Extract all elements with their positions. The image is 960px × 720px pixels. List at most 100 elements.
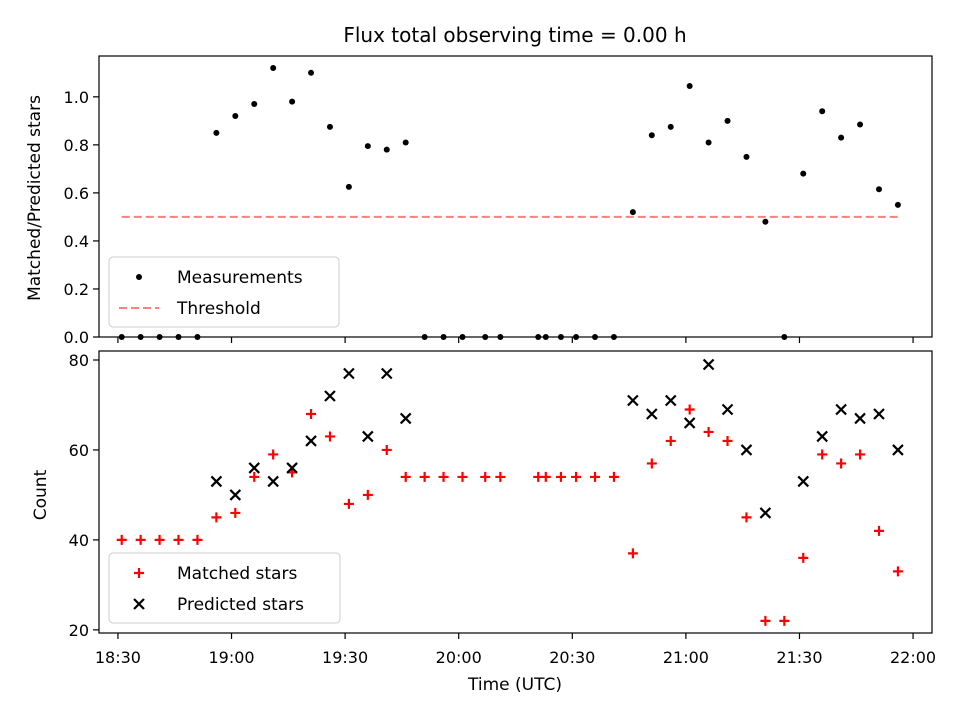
legend-swatch [136, 274, 142, 280]
data-point [855, 449, 866, 460]
data-point [364, 143, 371, 150]
data-point [741, 512, 752, 523]
data-point [156, 334, 163, 340]
data-point [248, 462, 261, 474]
y-tick-label: 0.8 [64, 136, 89, 155]
x-axis-label: Time (UTC) [467, 675, 562, 695]
legend: Matched stars Predicted stars [108, 552, 341, 624]
data-point [495, 471, 506, 482]
data-point [854, 412, 866, 425]
data-point [875, 186, 882, 193]
data-point [249, 471, 260, 482]
data-point [892, 566, 903, 577]
data-point [724, 117, 731, 124]
y-tick-label: 1.0 [64, 88, 89, 107]
x-tick-label: 22:00 [890, 648, 936, 667]
bottom-y-axis-label: Count [31, 469, 51, 520]
data-point [646, 408, 658, 420]
data-point [308, 69, 315, 76]
data-point [542, 334, 549, 340]
data-point [571, 471, 582, 482]
data-point [836, 458, 847, 469]
data-point [211, 512, 222, 523]
data-point [540, 471, 551, 482]
data-point [873, 408, 885, 420]
data-point [440, 334, 447, 340]
data-point [175, 334, 182, 340]
data-point [800, 170, 807, 177]
y-tick-label: 0.2 [64, 280, 89, 299]
y-tick-label: 0.0 [64, 328, 89, 347]
data-point [686, 83, 693, 90]
data-point [608, 471, 619, 482]
data-point [762, 218, 769, 225]
data-point [480, 471, 491, 482]
data-point [173, 534, 184, 545]
data-point [116, 534, 127, 545]
y-tick-label: 20 [69, 621, 89, 640]
legend-box [108, 256, 340, 328]
data-point [229, 489, 242, 501]
data-point [232, 113, 239, 120]
data-point [482, 334, 489, 340]
data-point [648, 132, 655, 139]
data-point [629, 209, 636, 216]
data-point [797, 475, 810, 488]
legend-label: Threshold [176, 299, 261, 319]
legend-swatch [134, 568, 144, 578]
data-point [667, 123, 674, 130]
data-point [362, 430, 374, 443]
data-point [419, 471, 430, 482]
y-tick-label: 80 [69, 351, 89, 370]
data-point [402, 139, 409, 146]
y-tick-label: 40 [69, 531, 89, 550]
x-tick-label: 19:30 [322, 648, 368, 667]
data-point [555, 471, 566, 482]
data-point [702, 358, 715, 371]
data-point [535, 334, 542, 340]
data-point [760, 615, 771, 626]
data-point [270, 65, 277, 72]
plot-frame [98, 350, 933, 634]
data-point [781, 334, 788, 340]
data-point [383, 146, 390, 153]
data-point [610, 334, 617, 340]
data-point [459, 334, 466, 340]
legend: Measurements Threshold [108, 256, 340, 328]
data-point [592, 334, 599, 340]
data-point [286, 462, 298, 474]
data-point [362, 489, 373, 500]
data-point [557, 334, 564, 340]
chart-title: Flux total observing time = 0.00 h [343, 23, 686, 47]
x-tick-label: 20:30 [549, 648, 595, 667]
plot-frame [98, 55, 933, 338]
legend-box [108, 552, 341, 624]
data-point [798, 552, 809, 563]
data-point [118, 334, 125, 340]
data-point [740, 444, 753, 456]
data-point [705, 139, 712, 146]
data-point [646, 458, 657, 469]
x-tick-label: 19:00 [208, 648, 254, 667]
data-point [721, 403, 734, 416]
data-point [306, 408, 317, 419]
series-matched-stars [116, 404, 903, 626]
legend-label: Measurements [177, 268, 303, 288]
data-point [343, 498, 354, 509]
data-point [324, 390, 336, 402]
data-point [380, 367, 393, 380]
data-point [819, 108, 826, 115]
data-point [722, 435, 733, 446]
data-point [759, 507, 772, 519]
legend-label: Matched stars [177, 564, 297, 584]
data-point [838, 134, 845, 141]
data-point [137, 334, 144, 340]
x-tick-label: 18:30 [95, 648, 141, 667]
y-tick-label: 0.6 [64, 184, 89, 203]
y-tick-label: 0.4 [64, 232, 89, 251]
data-point [213, 129, 220, 136]
data-point [497, 334, 504, 340]
data-point [135, 534, 146, 545]
data-point [627, 548, 638, 559]
data-point [326, 123, 333, 130]
